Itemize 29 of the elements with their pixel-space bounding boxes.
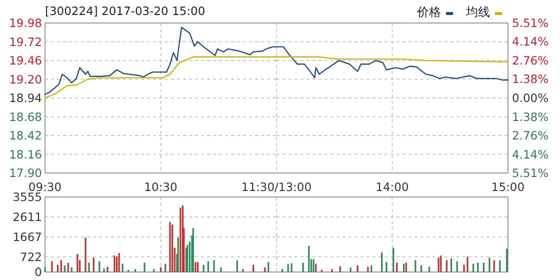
x-tick-label: 11:30/13:00 [241, 180, 312, 194]
y-tick-label: 1667 [12, 230, 42, 244]
y-tick-label: 18.94 [9, 91, 42, 105]
text: 2.76% [512, 53, 549, 68]
y-tick-label: 19.46 [9, 54, 42, 68]
text: 4.14% [512, 34, 549, 49]
x-tick-label: 15:00 [491, 180, 525, 194]
text: 0.00% [512, 91, 549, 105]
x-tick-label: 14:00 [376, 180, 409, 194]
y-tick-label: 19.20 [9, 72, 42, 86]
legend-label: 价格 [416, 5, 441, 19]
x-tick-label: 10:30 [144, 180, 178, 194]
y-tick-label: 722 [20, 250, 42, 264]
legend-label: 均线 [465, 5, 490, 19]
y-tick-label: 18.68 [9, 110, 42, 124]
chart-title: [300224] 2017-03-20 15:00 [45, 4, 206, 18]
y-tick-label: 2611 [12, 210, 42, 224]
text: 5.51% [512, 16, 549, 30]
text: 4.14% [512, 147, 549, 162]
text: 1.38% [512, 72, 549, 86]
y-tick-label: 18.42 [9, 128, 42, 142]
text: 2.76% [512, 128, 549, 143]
y-tick-label: 17.90 [9, 166, 42, 180]
text: 5.51% [512, 166, 549, 180]
text: 1.38% [512, 110, 549, 124]
y-tick-label: 18.16 [9, 147, 42, 162]
y-tick-label: 0 [34, 265, 42, 279]
y-tick-label: 19.72 [9, 34, 42, 49]
y-tick-label: 19.98 [9, 16, 42, 30]
